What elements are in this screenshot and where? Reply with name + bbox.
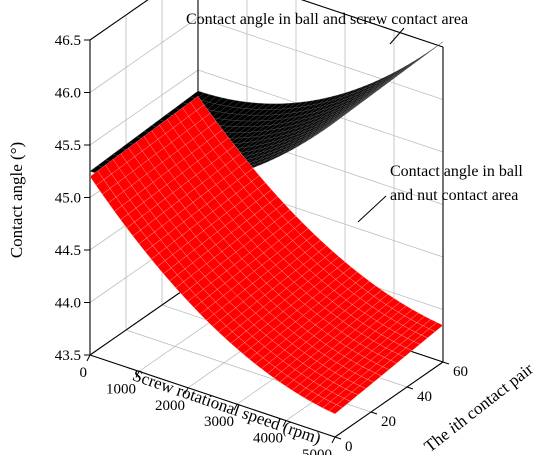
y-tick <box>442 361 450 365</box>
x-tick-label: 3000 <box>204 414 234 430</box>
wall-grid-line <box>197 17 444 100</box>
nut-contact-surface <box>89 96 444 415</box>
z-tick-label: 46.5 <box>55 33 81 49</box>
y-tick <box>406 386 414 390</box>
wall-grid-line <box>89 17 199 93</box>
surface-cell <box>429 41 444 53</box>
y-tick <box>370 411 378 415</box>
z-tick-label: 46.0 <box>55 86 81 102</box>
box-edge <box>89 0 149 41</box>
x-tick <box>282 420 287 427</box>
nut-annotation-line-2: and nut contact area <box>390 187 518 204</box>
nut-annotation-leader <box>357 195 387 223</box>
y-axis-title: The ith contact pair <box>420 359 536 455</box>
x-tick <box>331 436 336 444</box>
wall-grid-line <box>89 0 149 41</box>
x-tick <box>135 371 140 378</box>
x-tick-label: 4000 <box>253 431 283 447</box>
x-tick <box>86 354 91 362</box>
y-axis-line <box>334 361 444 438</box>
screw-annotation-leader <box>389 27 405 45</box>
z-tick-label: 44.0 <box>55 296 81 312</box>
y-tick-label: 40 <box>417 389 432 405</box>
x-tick-label: 2000 <box>155 398 185 414</box>
z-axis-title: Contact angle (°) <box>7 142 26 258</box>
y-tick-label: 60 <box>453 364 468 380</box>
x-tick-label: 1000 <box>106 381 136 397</box>
y-tick-label: 20 <box>381 414 396 430</box>
x-tick <box>184 387 189 395</box>
x-tick-label: 0 <box>80 365 88 381</box>
box-edge <box>300 0 444 48</box>
y-tick <box>334 436 342 440</box>
surface-cell <box>428 322 444 332</box>
z-tick-label: 45.0 <box>55 191 81 207</box>
wall-grid-line <box>89 69 199 146</box>
z-tick-label: 45.5 <box>55 138 81 154</box>
screw-contact-annotation: Contact angle in ball and screw contact … <box>186 11 468 28</box>
y-tick-label: 0 <box>345 439 353 455</box>
x-axis-line <box>89 354 336 438</box>
z-tick-label: 43.5 <box>55 348 81 364</box>
z-tick-label: 44.5 <box>55 243 81 259</box>
x-tick <box>233 403 238 411</box>
surface-layer <box>89 41 444 415</box>
nut-annotation-line-1: Contact angle in ball <box>390 163 523 180</box>
x-tick-label: 5000 <box>302 447 332 455</box>
